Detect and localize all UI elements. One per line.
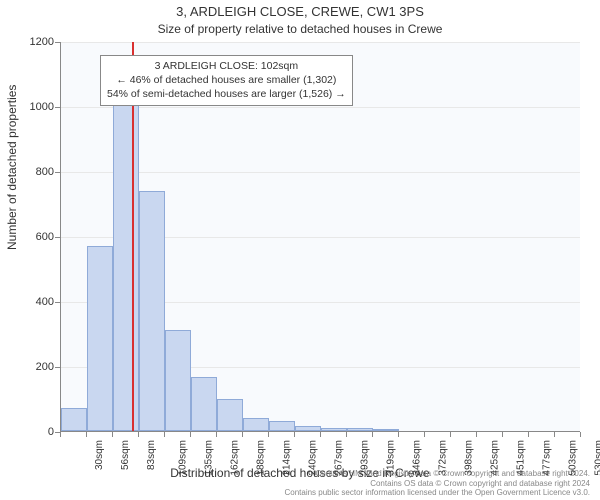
x-tick-label: 477sqm xyxy=(542,440,553,476)
histogram-bar xyxy=(87,246,113,431)
x-tick-mark xyxy=(60,432,61,437)
histogram-bar xyxy=(321,428,347,431)
footer-line2: Contains OS data © Crown copyright and d… xyxy=(284,479,590,489)
x-tick-mark xyxy=(346,432,347,437)
y-tick-mark xyxy=(55,302,60,303)
x-tick-mark xyxy=(164,432,165,437)
chart-title-main: 3, ARDLEIGH CLOSE, CREWE, CW1 3PS xyxy=(0,4,600,19)
x-tick-mark xyxy=(138,432,139,437)
x-tick-mark xyxy=(502,432,503,437)
x-tick-mark xyxy=(268,432,269,437)
x-tick-label: 398sqm xyxy=(464,440,475,476)
x-tick-mark xyxy=(554,432,555,437)
x-tick-mark xyxy=(398,432,399,437)
x-tick-mark xyxy=(580,432,581,437)
x-tick-label: 319sqm xyxy=(386,440,397,476)
x-tick-label: 267sqm xyxy=(334,440,345,476)
x-tick-label: 135sqm xyxy=(204,440,215,476)
histogram-bar xyxy=(373,429,399,431)
x-tick-mark xyxy=(424,432,425,437)
gridline xyxy=(61,42,580,43)
x-tick-label: 372sqm xyxy=(438,440,449,476)
x-tick-mark xyxy=(320,432,321,437)
x-tick-mark xyxy=(372,432,373,437)
y-tick-mark xyxy=(55,367,60,368)
x-tick-mark xyxy=(190,432,191,437)
x-tick-label: 451sqm xyxy=(516,440,527,476)
y-tick-label: 800 xyxy=(14,166,54,178)
x-tick-label: 293sqm xyxy=(360,440,371,476)
x-tick-label: 214sqm xyxy=(282,440,293,476)
y-tick-mark xyxy=(55,42,60,43)
x-tick-label: 162sqm xyxy=(230,440,241,476)
x-tick-mark xyxy=(450,432,451,437)
annotation-line1: 3 ARDLEIGH CLOSE: 102sqm xyxy=(107,59,346,73)
annotation-box: 3 ARDLEIGH CLOSE: 102sqm ← 46% of detach… xyxy=(100,55,353,106)
x-tick-label: 188sqm xyxy=(256,440,267,476)
x-tick-label: 425sqm xyxy=(490,440,501,476)
x-tick-label: 240sqm xyxy=(308,440,319,476)
x-tick-mark xyxy=(528,432,529,437)
x-tick-label: 530sqm xyxy=(594,440,600,476)
x-tick-mark xyxy=(112,432,113,437)
y-tick-label: 200 xyxy=(14,361,54,373)
y-tick-mark xyxy=(55,107,60,108)
x-tick-label: 83sqm xyxy=(146,440,157,470)
histogram-bar xyxy=(217,399,243,432)
histogram-bar xyxy=(347,428,373,431)
x-tick-label: 109sqm xyxy=(178,440,189,476)
x-tick-mark xyxy=(242,432,243,437)
y-tick-label: 1200 xyxy=(14,36,54,48)
histogram-bar xyxy=(113,80,139,431)
histogram-bar xyxy=(295,426,321,431)
y-tick-mark xyxy=(55,237,60,238)
y-tick-label: 1000 xyxy=(14,101,54,113)
annotation-line3: 54% of semi-detached houses are larger (… xyxy=(107,87,346,101)
chart-title-sub: Size of property relative to detached ho… xyxy=(0,22,600,36)
histogram-bar xyxy=(269,421,295,431)
x-tick-mark xyxy=(476,432,477,437)
histogram-bar xyxy=(243,418,269,431)
annotation-line2: ← 46% of detached houses are smaller (1,… xyxy=(107,73,346,87)
x-tick-label: 30sqm xyxy=(94,440,105,470)
chart-container: 3, ARDLEIGH CLOSE, CREWE, CW1 3PS Size o… xyxy=(0,0,600,500)
y-tick-label: 0 xyxy=(14,426,54,438)
y-tick-label: 600 xyxy=(14,231,54,243)
histogram-bar xyxy=(165,330,191,431)
x-tick-label: 346sqm xyxy=(412,440,423,476)
y-tick-mark xyxy=(55,172,60,173)
histogram-bar xyxy=(191,377,217,431)
x-tick-mark xyxy=(216,432,217,437)
histogram-bar xyxy=(139,191,165,432)
y-tick-label: 400 xyxy=(14,296,54,308)
x-tick-mark xyxy=(294,432,295,437)
footer-line3: Contains public sector information licen… xyxy=(284,488,590,498)
x-tick-label: 56sqm xyxy=(120,440,131,470)
histogram-bar xyxy=(61,408,87,431)
x-tick-mark xyxy=(86,432,87,437)
x-tick-label: 503sqm xyxy=(568,440,579,476)
